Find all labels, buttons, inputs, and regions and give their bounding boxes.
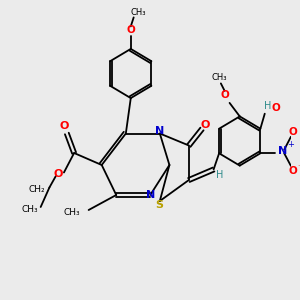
Text: CH₃: CH₃ [211,74,226,82]
Text: O: O [53,169,63,179]
Text: O: O [271,103,280,113]
Text: N: N [278,146,287,156]
Text: O: O [289,127,297,137]
Text: CH₃: CH₃ [130,8,146,17]
Text: CH₂: CH₂ [28,184,45,194]
Text: CH₃: CH₃ [64,208,80,217]
Text: O: O [220,90,229,100]
Text: ⁻: ⁻ [297,162,300,171]
Text: O: O [289,166,297,176]
Text: +: + [287,140,294,149]
Text: O: O [126,25,135,35]
Text: N: N [146,190,155,200]
Text: O: O [59,121,69,131]
Text: N: N [155,126,164,136]
Text: CH₃: CH₃ [21,205,38,214]
Text: S: S [155,200,163,210]
Text: H: H [216,170,223,181]
Text: O: O [201,120,210,130]
Text: H: H [264,101,271,111]
